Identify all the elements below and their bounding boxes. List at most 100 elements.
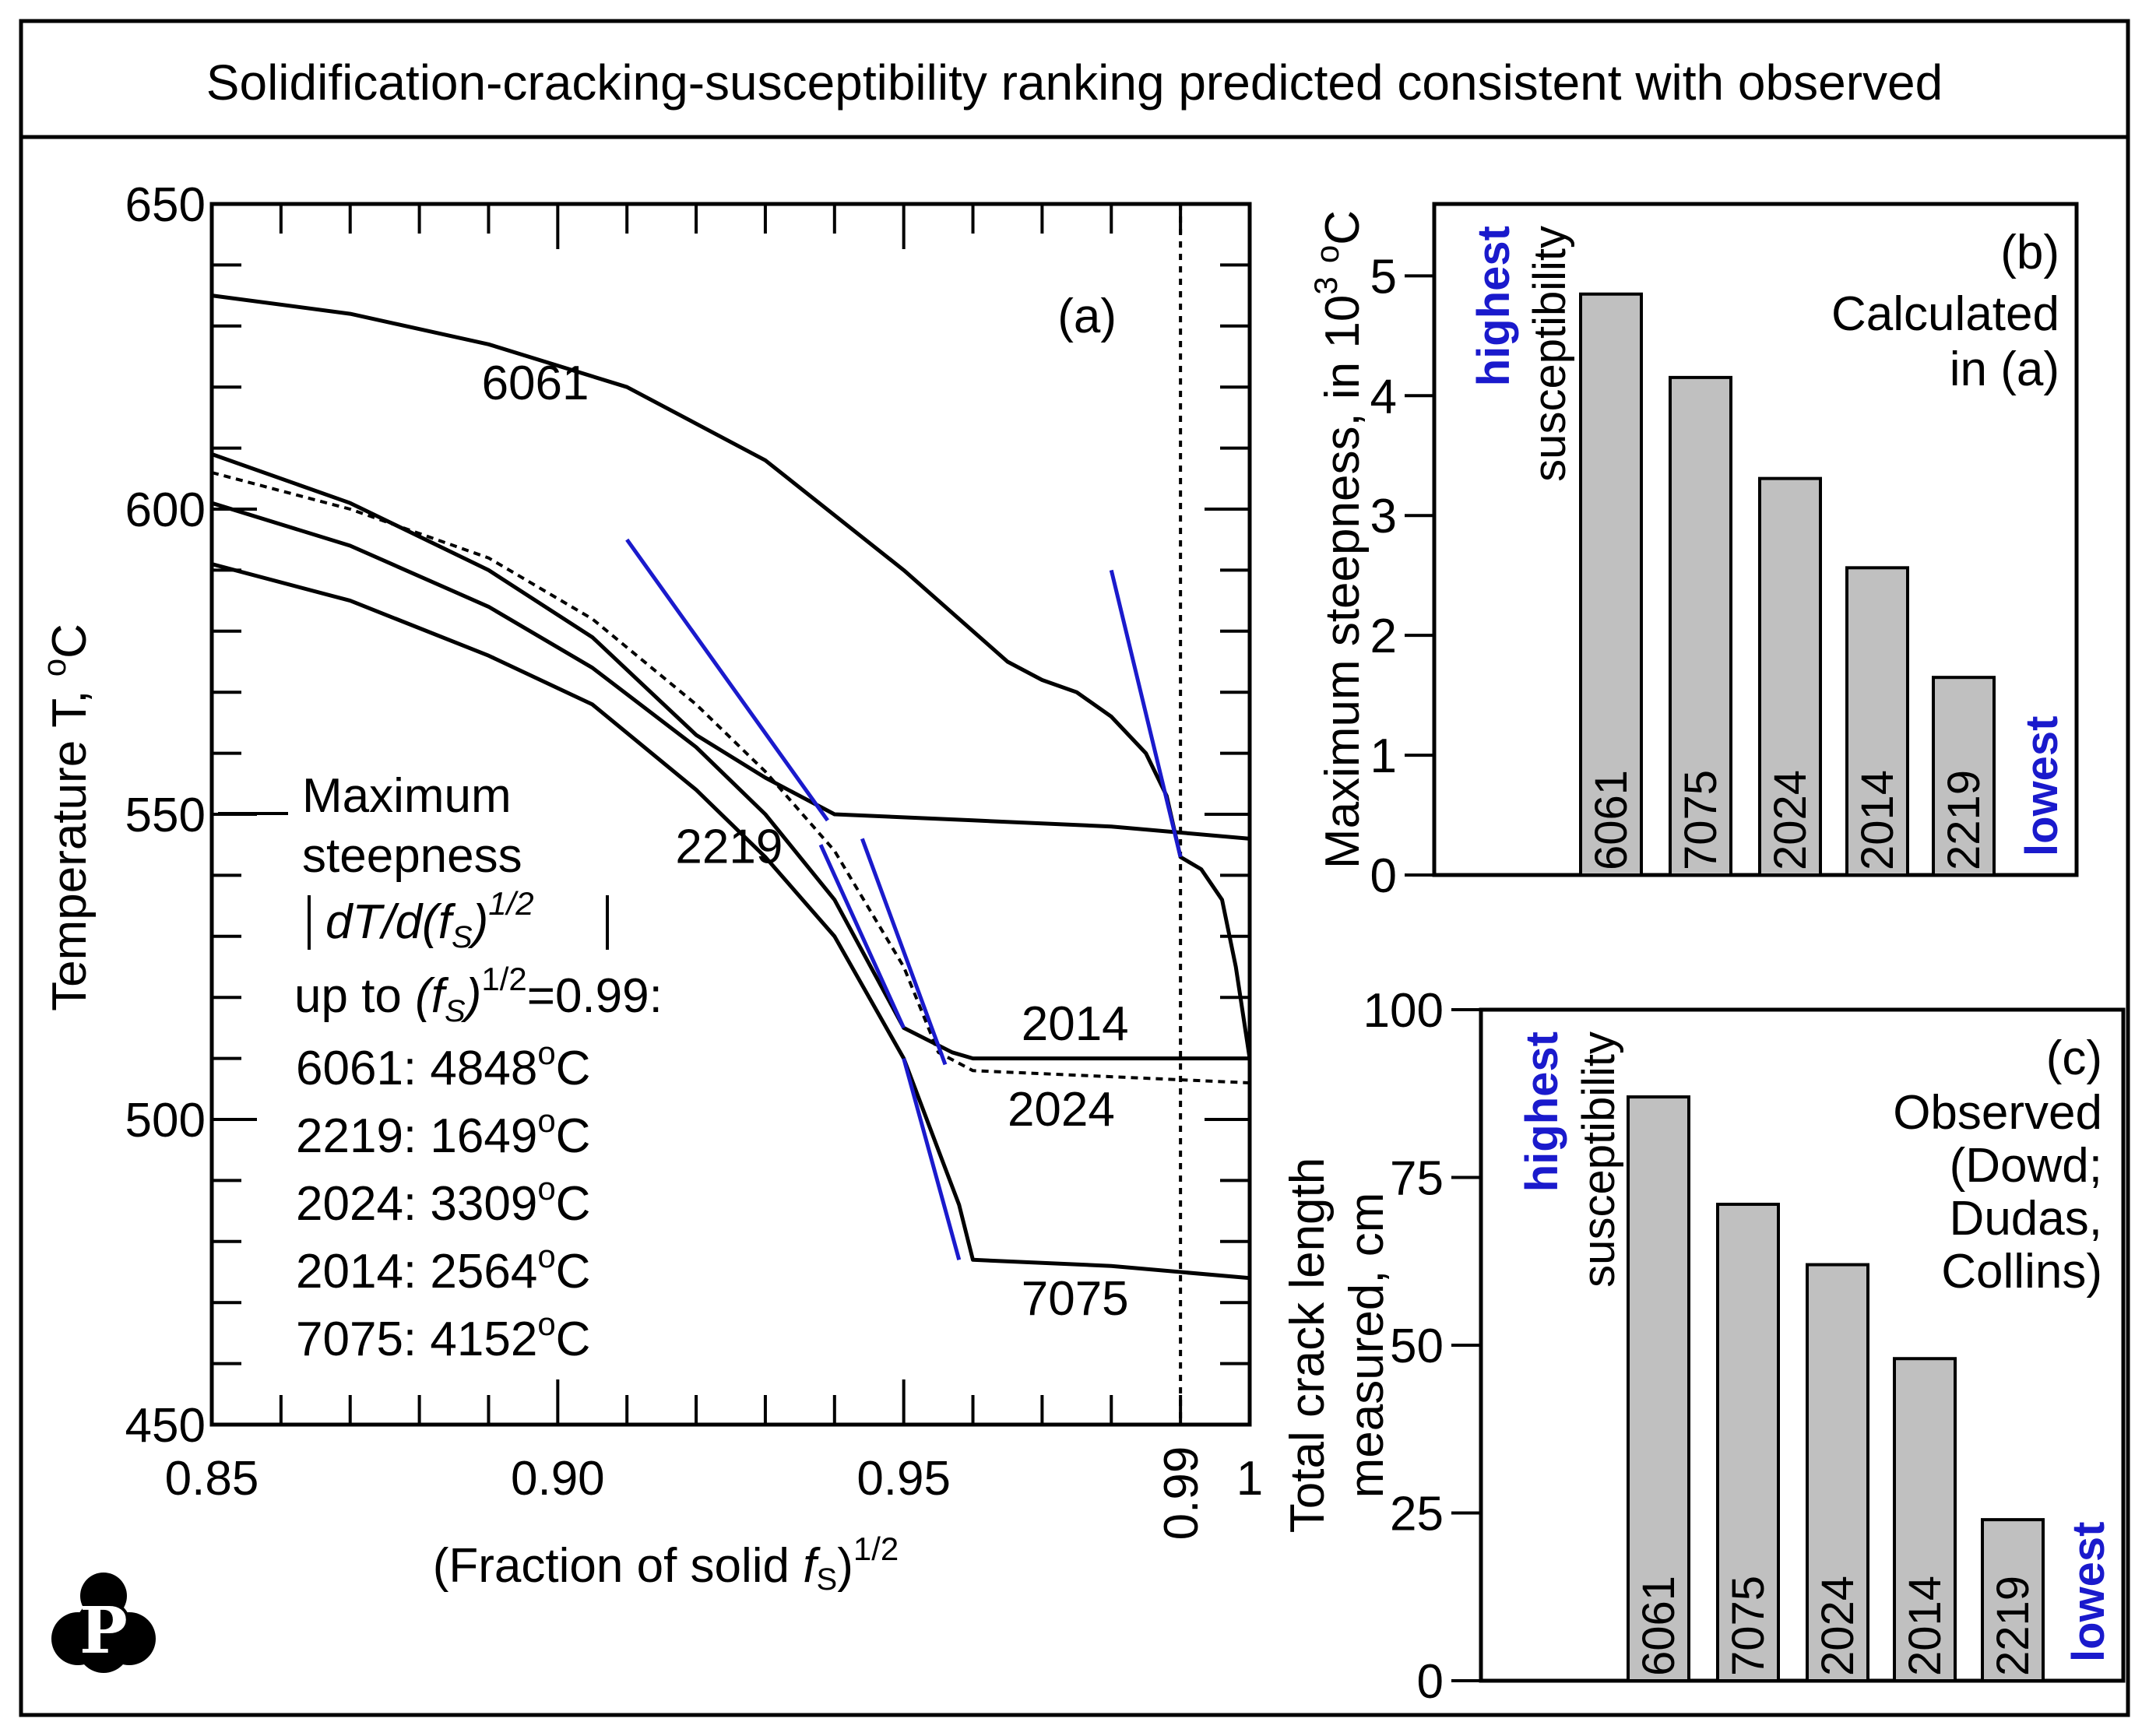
panel-a-x-axis-label: (Fraction of solid fS)1/2 bbox=[433, 1530, 899, 1597]
y-tick-label: 2 bbox=[1370, 610, 1397, 663]
x-tick-label: 0.95 bbox=[856, 1452, 951, 1506]
y-tick-label: 50 bbox=[1390, 1320, 1444, 1373]
panel-b-plot-frame bbox=[1432, 202, 2079, 877]
panel-c-susceptibility-label: susceptibility bbox=[1574, 1031, 1624, 1288]
panel-c-y-axis-label-line-2: measured, cm bbox=[1340, 1193, 1394, 1499]
figure-title: Solidification-cracking-susceptibility r… bbox=[206, 54, 1943, 111]
panel-b-susceptibility-label: susceptibility bbox=[1525, 226, 1575, 482]
annotation-values: 6061: 4848oC 2219: 1649oC 2024: 3309oC 2014… bbox=[296, 1035, 590, 1366]
bar-7075 bbox=[1669, 375, 1732, 877]
bar-2024 bbox=[1806, 1263, 1869, 1683]
curve-2014 bbox=[211, 501, 1250, 1061]
panel-b-caption-line-2: in (a) bbox=[1950, 343, 2059, 396]
tangent-7075 bbox=[902, 1057, 962, 1260]
tangent-2024 bbox=[860, 838, 948, 1066]
panel-b-chart: 0 1 2 3 4 5 6061 7075 2024 2014 2219 (b) Calculat… bbox=[1307, 202, 2079, 903]
y-tick-label: 75 bbox=[1390, 1152, 1444, 1206]
curve-label-6061: 6061 bbox=[482, 357, 589, 410]
y-tick-label: 4 bbox=[1370, 370, 1397, 423]
annotation-value-2014: 2014: 2564oC bbox=[296, 1238, 590, 1298]
y-tick-label: 100 bbox=[1363, 984, 1444, 1038]
annotation-steepness: steepness bbox=[302, 829, 522, 883]
panel-b-lowest-label: lowest bbox=[2017, 716, 2067, 857]
y-tick-label: 3 bbox=[1370, 490, 1397, 543]
y-tick-label: 1 bbox=[1370, 729, 1397, 783]
panel-c-caption-line-2: (Dowd; bbox=[1950, 1139, 2102, 1193]
bar-label-2014: 2014 bbox=[1900, 1576, 1950, 1676]
panel-a-label: (a) bbox=[1057, 290, 1117, 343]
panel-a-y-axis-label: Temperature T, oC bbox=[36, 624, 97, 1011]
p-logo-icon: P bbox=[51, 1573, 156, 1673]
steepness-annotation: Maximum steepness dT/d(fS)1/2 up to (fS)… bbox=[218, 769, 663, 1366]
panel-b-y-axis-label: Maximum steepness, in 103 oC bbox=[1307, 210, 1370, 869]
bar-label-7075: 7075 bbox=[1723, 1576, 1774, 1676]
panel-c-chart: 0 25 50 75 100 6061 7075 2024 2014 2219 (c) Obse… bbox=[1281, 984, 2126, 1709]
panel-b-caption-line-1: Calculated bbox=[1831, 287, 2059, 341]
curve-label-7075: 7075 bbox=[1022, 1272, 1129, 1326]
y-tick-label: 500 bbox=[125, 1094, 206, 1147]
y-tick-label: 600 bbox=[125, 483, 206, 537]
panel-b-bars: 6061 7075 2024 2014 2219 bbox=[1579, 292, 1996, 877]
bar-7075 bbox=[1716, 1202, 1780, 1682]
bar-label-2024: 2024 bbox=[1813, 1576, 1863, 1676]
y-tick-label: 450 bbox=[125, 1399, 206, 1453]
bar-6061 bbox=[1627, 1095, 1690, 1683]
y-tick-label: 650 bbox=[125, 178, 206, 232]
curve-label-2219: 2219 bbox=[675, 821, 783, 874]
annotation-value-7075: 7075: 4152oC bbox=[296, 1306, 590, 1366]
bar-label-2014: 2014 bbox=[1852, 770, 1903, 870]
bar-label-2219: 2219 bbox=[1988, 1576, 2038, 1676]
curve-6061 bbox=[211, 293, 1252, 1059]
y-tick-label: 550 bbox=[125, 789, 206, 842]
panel-b-ticks: 0 1 2 3 4 5 bbox=[1370, 250, 1434, 903]
bar-2219 bbox=[1981, 1518, 2045, 1682]
panel-c-label: (c) bbox=[2046, 1031, 2102, 1085]
outer-frame bbox=[19, 19, 2130, 1717]
bar-2014 bbox=[1893, 1357, 1957, 1682]
panel-c-bars: 6061 7075 2024 2014 2219 bbox=[1627, 1095, 2045, 1683]
bar-label-2024: 2024 bbox=[1765, 770, 1816, 870]
panel-b-label: (b) bbox=[2000, 226, 2059, 279]
panel-c-caption-line-3: Dudas, bbox=[1950, 1192, 2102, 1246]
curve-7075 bbox=[211, 562, 1250, 1281]
annotation-up-to: up to (fS)1/2=0.99: bbox=[294, 961, 663, 1028]
annotation-formula: dT/d(fS)1/2 bbox=[325, 885, 534, 954]
panel-b-highest-label: highest bbox=[1468, 226, 1519, 386]
tangent-6061 bbox=[1109, 569, 1183, 858]
annotation-maximum: Maximum bbox=[302, 769, 512, 823]
x-tick-label: 0.90 bbox=[511, 1452, 605, 1506]
annotation-value-6061: 6061: 4848oC bbox=[296, 1035, 590, 1095]
y-tick-label: 25 bbox=[1390, 1488, 1444, 1541]
y-tick-label: 0 bbox=[1417, 1655, 1444, 1709]
curve-label-2024: 2024 bbox=[1008, 1083, 1115, 1137]
curve-label-2014: 2014 bbox=[1022, 997, 1129, 1051]
panel-c-caption-line-4: Collins) bbox=[1941, 1245, 2102, 1298]
y-tick-label: 5 bbox=[1370, 250, 1397, 304]
curve-2219 bbox=[211, 452, 1250, 841]
x-tick-label: 1 bbox=[1236, 1452, 1263, 1506]
annotation-value-2219: 2219: 1649oC bbox=[296, 1102, 590, 1163]
bar-2024 bbox=[1758, 476, 1822, 877]
panel-c-lowest-label: lowest bbox=[2063, 1522, 2114, 1663]
x-tick-label: 0.99 bbox=[1155, 1446, 1208, 1541]
panel-a-curves bbox=[211, 293, 1252, 1281]
panel-a-curve-labels: 6061 2219 2014 2024 7075 bbox=[482, 357, 1129, 1326]
tangent-2219 bbox=[625, 538, 829, 822]
panel-c-y-axis-label-line-1: Total crack length bbox=[1281, 1158, 1335, 1533]
bar-2219 bbox=[1932, 676, 1996, 877]
bar-6061 bbox=[1579, 292, 1643, 877]
x-tick-label: 0.85 bbox=[165, 1452, 259, 1506]
bar-label-6061: 6061 bbox=[1586, 770, 1637, 870]
panel-a-steepness-tangents bbox=[625, 538, 1183, 1260]
panel-c-ticks: 0 25 50 75 100 bbox=[1363, 984, 1481, 1709]
annotation-value-2024: 2024: 3309oC bbox=[296, 1170, 590, 1231]
bar-label-7075: 7075 bbox=[1676, 770, 1726, 870]
curve-2024 bbox=[211, 471, 1250, 1084]
panel-c-caption-line-1: Observed bbox=[1893, 1086, 2102, 1140]
bar-label-6061: 6061 bbox=[1634, 1576, 1684, 1676]
p-logo-letter: P bbox=[79, 1594, 128, 1668]
tangent-2014 bbox=[818, 844, 906, 1029]
